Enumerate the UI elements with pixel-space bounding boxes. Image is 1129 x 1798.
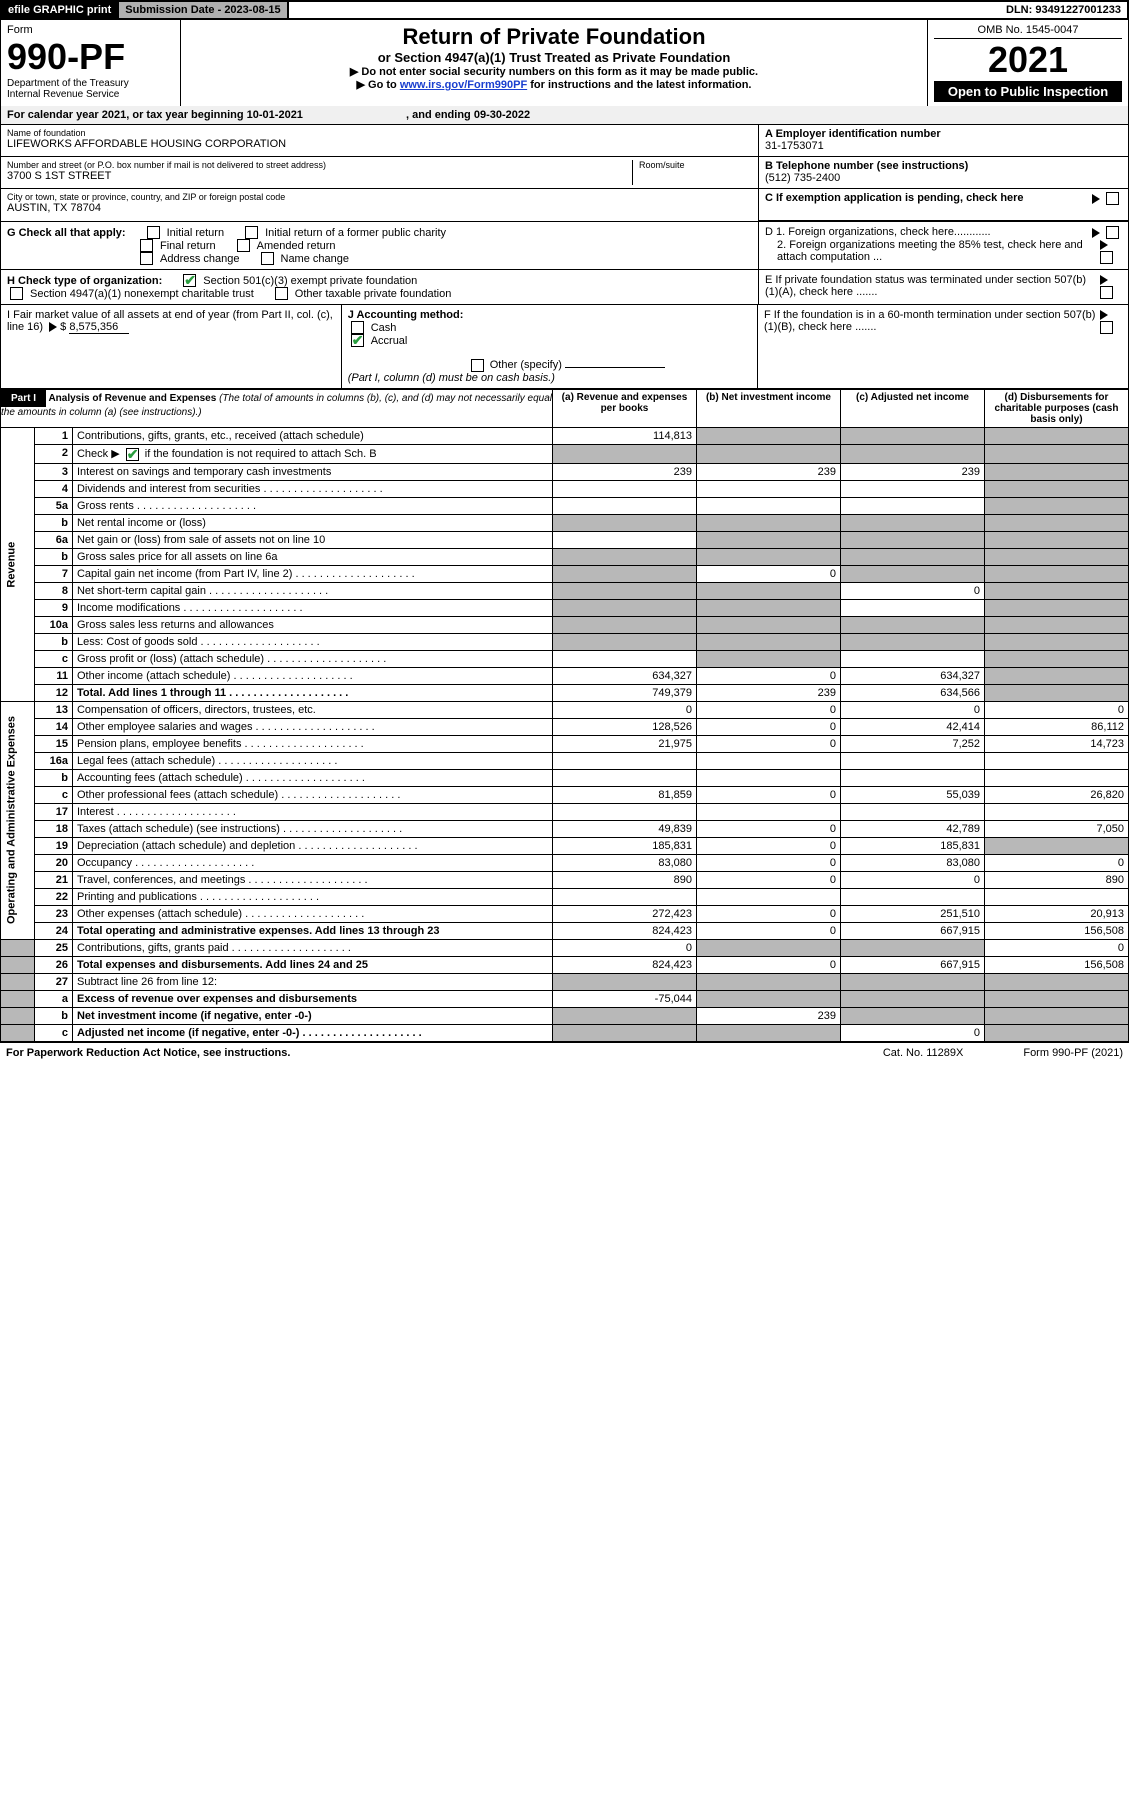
part1-label: Part I: [1, 390, 46, 407]
i-j-f-row: I Fair market value of all assets at end…: [0, 305, 1129, 389]
topbar: efile GRAPHIC print Submission Date - 20…: [0, 0, 1129, 20]
submission-date: Submission Date - 2023-08-15: [119, 2, 288, 18]
form-instruction-1: ▶ Do not enter social security numbers o…: [187, 65, 921, 78]
box-d1-checkbox[interactable]: [1106, 226, 1119, 239]
col-a-header: (a) Revenue and expenses per books: [552, 390, 696, 428]
col-c-header: (c) Adjusted net income: [840, 390, 984, 428]
dln: DLN: 93491227001233: [1000, 2, 1127, 18]
ein-label: A Employer identification number: [765, 128, 941, 140]
room-label: Room/suite: [639, 160, 752, 170]
form-label: Form: [7, 24, 33, 36]
initial-former-checkbox[interactable]: [245, 226, 258, 239]
address-change-checkbox[interactable]: [140, 252, 153, 265]
form-number: 990-PF: [7, 36, 125, 77]
dept-treasury: Department of the Treasury: [7, 78, 174, 89]
col-b-header: (b) Net investment income: [696, 390, 840, 428]
street-value: 3700 S 1ST STREET: [7, 170, 111, 182]
box-f-checkbox[interactable]: [1100, 321, 1113, 334]
name-change-checkbox[interactable]: [261, 252, 274, 265]
phone-value: (512) 735-2400: [765, 172, 840, 184]
revenue-side-label: Revenue: [1, 428, 35, 702]
footer: For Paperwork Reduction Act Notice, see …: [0, 1042, 1129, 1063]
501c3-checkbox[interactable]: [183, 274, 196, 287]
street-label: Number and street (or P.O. box number if…: [7, 160, 632, 170]
city-label: City or town, state or province, country…: [7, 192, 752, 202]
form-title: Return of Private Foundation: [187, 24, 921, 50]
box-c: C If exemption application is pending, c…: [765, 192, 1024, 204]
irs: Internal Revenue Service: [7, 89, 174, 100]
box-d2: 2. Foreign organizations meeting the 85%…: [765, 239, 1097, 264]
box-c-checkbox[interactable]: [1106, 192, 1119, 205]
g-d-row: G Check all that apply: Initial return I…: [0, 222, 1129, 270]
name-label: Name of foundation: [7, 128, 752, 138]
form-instruction-2: ▶ Go to www.irs.gov/Form990PF for instru…: [187, 78, 921, 91]
box-d1: D 1. Foreign organizations, check here..…: [765, 226, 991, 239]
city-value: AUSTIN, TX 78704: [7, 202, 101, 214]
expenses-side-label: Operating and Administrative Expenses: [1, 701, 35, 939]
initial-return-checkbox[interactable]: [147, 226, 160, 239]
foundation-name: LIFEWORKS AFFORDABLE HOUSING CORPORATION: [7, 138, 286, 150]
form-subtitle: or Section 4947(a)(1) Trust Treated as P…: [187, 50, 921, 65]
footer-form: Form 990-PF (2021): [1023, 1047, 1123, 1059]
part1-title: Analysis of Revenue and Expenses: [48, 393, 216, 404]
box-f: F If the foundation is in a 60-month ter…: [764, 309, 1097, 384]
part1-table: Part I Analysis of Revenue and Expenses …: [0, 389, 1129, 1042]
efile-print-button[interactable]: efile GRAPHIC print: [2, 2, 119, 18]
box-j-note: (Part I, column (d) must be on cash basi…: [348, 372, 555, 384]
other-taxable-checkbox[interactable]: [275, 287, 288, 300]
amended-return-checkbox[interactable]: [237, 239, 250, 252]
box-e-checkbox[interactable]: [1100, 286, 1113, 299]
box-e: E If private foundation status was termi…: [765, 274, 1097, 300]
4947a1-checkbox[interactable]: [10, 287, 23, 300]
accrual-checkbox[interactable]: [351, 334, 364, 347]
open-to-public: Open to Public Inspection: [934, 81, 1122, 102]
footer-cat: Cat. No. 11289X: [883, 1047, 964, 1059]
col-d-header: (d) Disbursements for charitable purpose…: [984, 390, 1128, 428]
footer-left: For Paperwork Reduction Act Notice, see …: [6, 1047, 290, 1059]
box-h-label: H Check type of organization:: [7, 275, 162, 287]
box-d2-checkbox[interactable]: [1100, 251, 1113, 264]
other-method-checkbox[interactable]: [471, 359, 484, 372]
schb-checkbox[interactable]: [126, 448, 139, 461]
tax-year: 2021: [934, 39, 1122, 81]
box-g-label: G Check all that apply:: [7, 227, 126, 239]
phone-label: B Telephone number (see instructions): [765, 160, 968, 172]
omb-number: OMB No. 1545-0047: [934, 24, 1122, 39]
final-return-checkbox[interactable]: [140, 239, 153, 252]
irs-link[interactable]: www.irs.gov/Form990PF: [400, 79, 527, 91]
form-header: Form 990-PF Department of the Treasury I…: [0, 20, 1129, 106]
ein-value: 31-1753071: [765, 140, 824, 152]
name-ein-row: Name of foundation LIFEWORKS AFFORDABLE …: [0, 125, 1129, 222]
box-j-label: J Accounting method:: [348, 309, 464, 321]
h-e-row: H Check type of organization: Section 50…: [0, 270, 1129, 305]
box-i-value: 8,575,356: [69, 321, 129, 334]
calendar-year-row: For calendar year 2021, or tax year begi…: [0, 106, 1129, 125]
